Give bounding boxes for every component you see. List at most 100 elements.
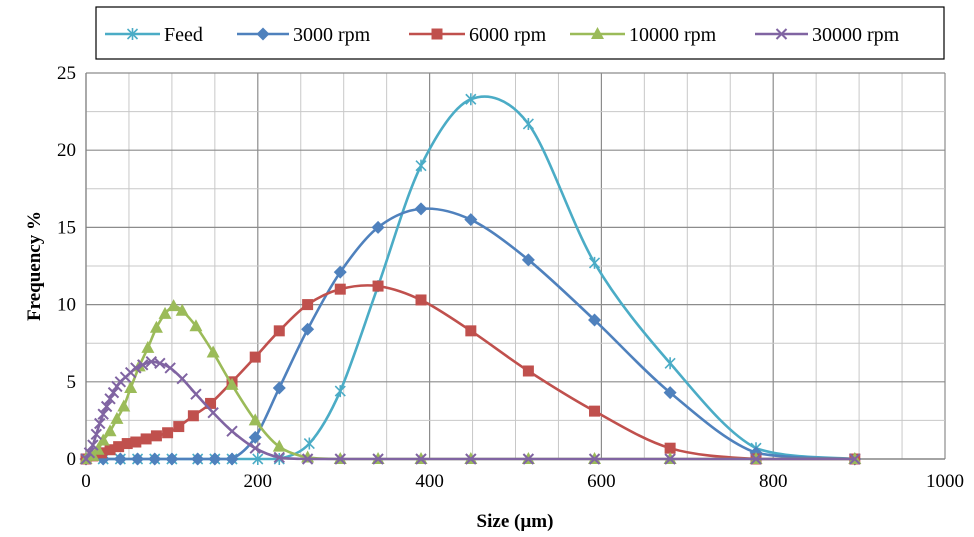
data-point-3000-rpm [301, 322, 315, 336]
data-point-30000-rpm [372, 453, 384, 465]
data-point-30000-rpm [100, 400, 113, 413]
data-point-30000-rpm [190, 388, 202, 400]
data-point-3000-rpm [248, 430, 262, 444]
legend-marker-6000-rpm [431, 28, 443, 40]
data-point-30000-rpm [164, 362, 176, 374]
data-point-30000-rpm [465, 453, 477, 465]
legend-entry-3000-rpm: 3000 rpm [237, 24, 371, 46]
data-point-30000-rpm [588, 453, 601, 465]
legend-label-6000-rpm: 6000 rpm [469, 24, 547, 46]
legend-marker-3000-rpm [256, 27, 270, 41]
data-point-3000-rpm [131, 452, 145, 466]
data-point-30000-rpm [80, 453, 92, 465]
data-point-6000-rpm [150, 430, 162, 442]
data-point-30000-rpm [90, 428, 103, 441]
series-line-3000-rpm [86, 207, 855, 461]
data-point-6000-rpm [162, 427, 174, 439]
legend-label-10000-rpm: 10000 rpm [629, 24, 717, 46]
legend-label-feed: Feed [164, 24, 203, 46]
data-point-30000-rpm [301, 453, 314, 465]
data-point-10000-rpm [158, 306, 172, 319]
data-point-6000-rpm [173, 421, 185, 433]
data-point-feed [522, 117, 534, 130]
y-axis-title: Frequency % [24, 211, 45, 321]
x-tick-label: 600 [587, 471, 616, 492]
y-tick-label: 25 [57, 63, 76, 84]
data-point-3000-rpm [272, 381, 286, 395]
legend-marker-30000-rpm [775, 28, 788, 40]
data-point-30000-rpm [176, 373, 188, 385]
data-point-10000-rpm [225, 377, 239, 390]
x-tick-label: 800 [759, 471, 788, 492]
data-point-10000-rpm [103, 424, 117, 437]
data-point-6000-rpm [372, 280, 384, 292]
data-point-30000-rpm [750, 453, 762, 465]
data-point-feed [465, 93, 477, 106]
data-point-30000-rpm [107, 386, 120, 399]
data-point-10000-rpm [96, 433, 110, 446]
y-tick-label: 10 [57, 295, 76, 316]
data-point-3000-rpm [663, 386, 677, 400]
legend-entry-feed: Feed [105, 24, 203, 46]
data-point-6000-rpm [334, 283, 346, 295]
legend-entry-30000-rpm: 30000 rpm [755, 24, 900, 46]
data-point-3000-rpm [113, 452, 127, 466]
data-point-10000-rpm [110, 411, 124, 424]
data-point-feed [252, 453, 264, 465]
data-point-3000-rpm [371, 220, 385, 234]
data-point-3000-rpm [588, 313, 602, 327]
data-point-30000-rpm [664, 453, 676, 465]
data-point-3000-rpm [165, 452, 179, 466]
data-point-10000-rpm [141, 340, 155, 353]
x-axis-title: Size (µm) [477, 511, 554, 532]
data-point-6000-rpm [104, 444, 116, 456]
data-point-6000-rpm [589, 405, 601, 417]
series-30000-rpm [80, 356, 861, 465]
data-point-10000-rpm [175, 303, 189, 316]
x-tick-label: 1000 [926, 471, 964, 492]
data-point-30000-rpm [97, 408, 109, 420]
data-point-6000-rpm [187, 410, 199, 422]
legend-entry-10000-rpm: 10000 rpm [570, 24, 717, 46]
data-point-30000-rpm [522, 453, 535, 465]
data-point-6000-rpm [664, 442, 676, 454]
data-point-6000-rpm [522, 365, 534, 377]
data-point-30000-rpm [207, 406, 219, 419]
data-point-30000-rpm [104, 393, 116, 405]
data-point-10000-rpm [91, 442, 105, 455]
data-point-3000-rpm [464, 213, 478, 227]
data-point-feed [664, 357, 676, 370]
data-point-6000-rpm [113, 441, 125, 453]
data-point-6000-rpm [415, 294, 427, 306]
data-point-30000-rpm [249, 442, 261, 454]
y-tick-label: 5 [67, 372, 77, 393]
data-point-30000-rpm [83, 447, 96, 459]
data-point-30000-rpm [130, 362, 142, 374]
legend-marker-10000-rpm [591, 27, 604, 39]
x-tick-label: 0 [81, 471, 91, 492]
data-point-6000-rpm [130, 436, 142, 448]
data-point-30000-rpm [334, 453, 346, 465]
data-point-6000-rpm [205, 397, 217, 409]
data-point-6000-rpm [249, 351, 261, 363]
data-point-10000-rpm [117, 399, 131, 412]
x-tick-label: 200 [244, 471, 273, 492]
data-point-10000-rpm [149, 320, 163, 333]
data-point-30000-rpm [154, 357, 166, 369]
data-point-30000-rpm [849, 453, 861, 465]
data-point-30000-rpm [273, 451, 285, 464]
data-point-10000-rpm [189, 319, 203, 332]
data-point-3000-rpm [333, 265, 347, 279]
x-tick-label: 400 [415, 471, 444, 492]
data-point-feed [588, 256, 601, 269]
data-point-3000-rpm [191, 452, 205, 466]
legend-label-30000-rpm: 30000 rpm [812, 24, 900, 46]
data-point-30000-rpm [94, 417, 106, 430]
y-tick-label: 15 [57, 217, 76, 238]
data-point-30000-rpm [145, 356, 157, 368]
data-point-6000-rpm [302, 299, 314, 311]
legend-label-3000-rpm: 3000 rpm [293, 24, 371, 46]
